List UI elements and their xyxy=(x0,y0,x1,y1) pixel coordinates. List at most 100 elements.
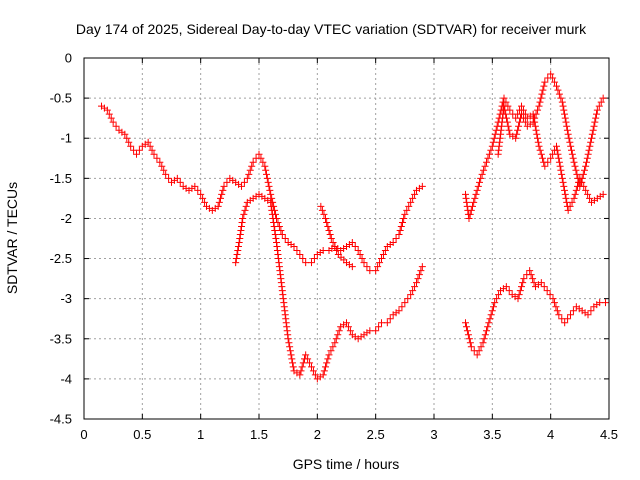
data-point xyxy=(241,206,249,214)
data-point xyxy=(266,186,274,194)
data-point xyxy=(242,202,250,210)
data-point xyxy=(534,138,542,146)
data-point xyxy=(487,311,495,319)
data-point xyxy=(563,126,571,134)
data-point xyxy=(491,299,499,307)
data-point xyxy=(409,287,417,295)
data-point xyxy=(127,142,135,150)
data-point xyxy=(135,146,143,154)
data-point xyxy=(236,230,244,238)
data-point xyxy=(541,78,549,86)
data-point xyxy=(374,263,382,271)
data-point xyxy=(333,247,341,255)
data-point xyxy=(271,230,279,238)
data-point xyxy=(583,154,591,162)
data-point xyxy=(534,106,542,114)
data-point xyxy=(465,214,473,222)
data-point xyxy=(265,182,273,190)
data-point xyxy=(376,259,384,267)
data-point xyxy=(403,206,411,214)
data-point xyxy=(267,202,275,210)
data-point xyxy=(262,166,270,174)
data-point xyxy=(577,178,585,186)
data-point xyxy=(233,251,241,259)
data-point xyxy=(556,162,564,170)
data-point xyxy=(356,251,364,259)
data-point xyxy=(490,303,497,311)
data-point xyxy=(554,86,562,94)
data-point xyxy=(558,174,566,182)
data-point xyxy=(515,291,523,299)
data-point xyxy=(471,194,479,202)
data-point xyxy=(553,142,560,150)
data-point xyxy=(372,267,380,275)
data-point xyxy=(477,174,485,182)
data-point xyxy=(503,118,511,126)
y-tick-label: -2.5 xyxy=(50,251,72,266)
x-tick-label: 1.5 xyxy=(250,427,268,442)
data-point xyxy=(201,198,209,206)
data-point xyxy=(383,319,391,327)
data-point xyxy=(480,166,488,174)
data-point xyxy=(472,190,480,198)
data-point xyxy=(558,170,566,178)
data-point xyxy=(414,275,422,283)
data-point xyxy=(281,235,289,242)
data-point xyxy=(597,98,605,106)
data-point xyxy=(572,186,580,194)
data-point xyxy=(392,235,400,242)
data-point xyxy=(462,190,469,198)
data-point xyxy=(238,222,245,230)
data-point xyxy=(418,263,426,271)
data-point xyxy=(564,206,572,214)
data-point xyxy=(268,194,276,202)
data-point xyxy=(378,255,385,263)
data-point xyxy=(267,190,275,198)
data-point xyxy=(518,283,525,291)
data-point xyxy=(481,162,489,170)
y-tick-label: -4.5 xyxy=(50,412,72,427)
data-point xyxy=(561,186,569,194)
data-point xyxy=(532,126,540,134)
data-point xyxy=(518,102,525,110)
data-point xyxy=(585,146,593,154)
data-point xyxy=(554,150,562,158)
data-point xyxy=(246,166,254,174)
data-point xyxy=(590,122,598,130)
data-point xyxy=(264,178,272,186)
data-point xyxy=(588,134,595,142)
data-point xyxy=(539,86,547,94)
y-tick-label: -4 xyxy=(60,371,72,386)
y-axis-label: SDTVAR / TECUs xyxy=(4,182,20,294)
data-point xyxy=(263,170,270,178)
data-point xyxy=(162,170,170,178)
data-point xyxy=(531,114,539,122)
data-point xyxy=(466,210,474,218)
data-point xyxy=(536,98,544,106)
data-point xyxy=(565,134,573,142)
data-point xyxy=(558,98,566,106)
data-point xyxy=(541,162,549,170)
data-point xyxy=(395,230,403,238)
data-point xyxy=(566,202,574,210)
data-point xyxy=(112,122,120,130)
data-point xyxy=(579,170,587,178)
data-point xyxy=(407,198,415,206)
data-point xyxy=(519,279,527,287)
data-point xyxy=(332,335,340,343)
data-point xyxy=(214,202,222,210)
data-point xyxy=(564,130,572,138)
data-point xyxy=(503,114,510,122)
data-point xyxy=(191,182,199,190)
data-point xyxy=(366,327,374,335)
data-point xyxy=(587,138,595,146)
data-point xyxy=(483,327,490,335)
data-point xyxy=(493,295,501,303)
data-point xyxy=(411,190,419,198)
data-point xyxy=(557,94,565,102)
data-point xyxy=(237,226,245,234)
data-point xyxy=(578,174,586,182)
data-point xyxy=(473,186,481,194)
x-axis-label: GPS time / hours xyxy=(293,456,400,472)
x-tick-label: 2 xyxy=(314,427,321,442)
